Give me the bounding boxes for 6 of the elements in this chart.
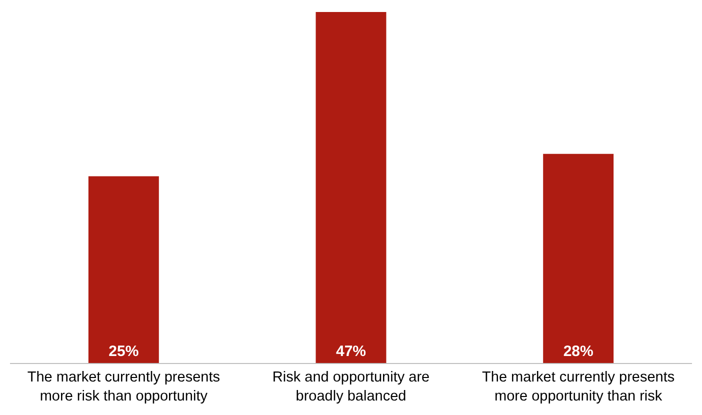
x-tick-label: The market currently presents more risk than opportunity <box>27 369 220 404</box>
data-label: 25% <box>108 343 139 360</box>
data-label: 47% <box>336 343 366 360</box>
data-label: 28% <box>563 343 594 360</box>
x-tick-label: The market currently presents more opportunity than risk <box>482 369 675 404</box>
x-tick-label: Risk and opportunity are broadly balanced <box>272 369 430 404</box>
